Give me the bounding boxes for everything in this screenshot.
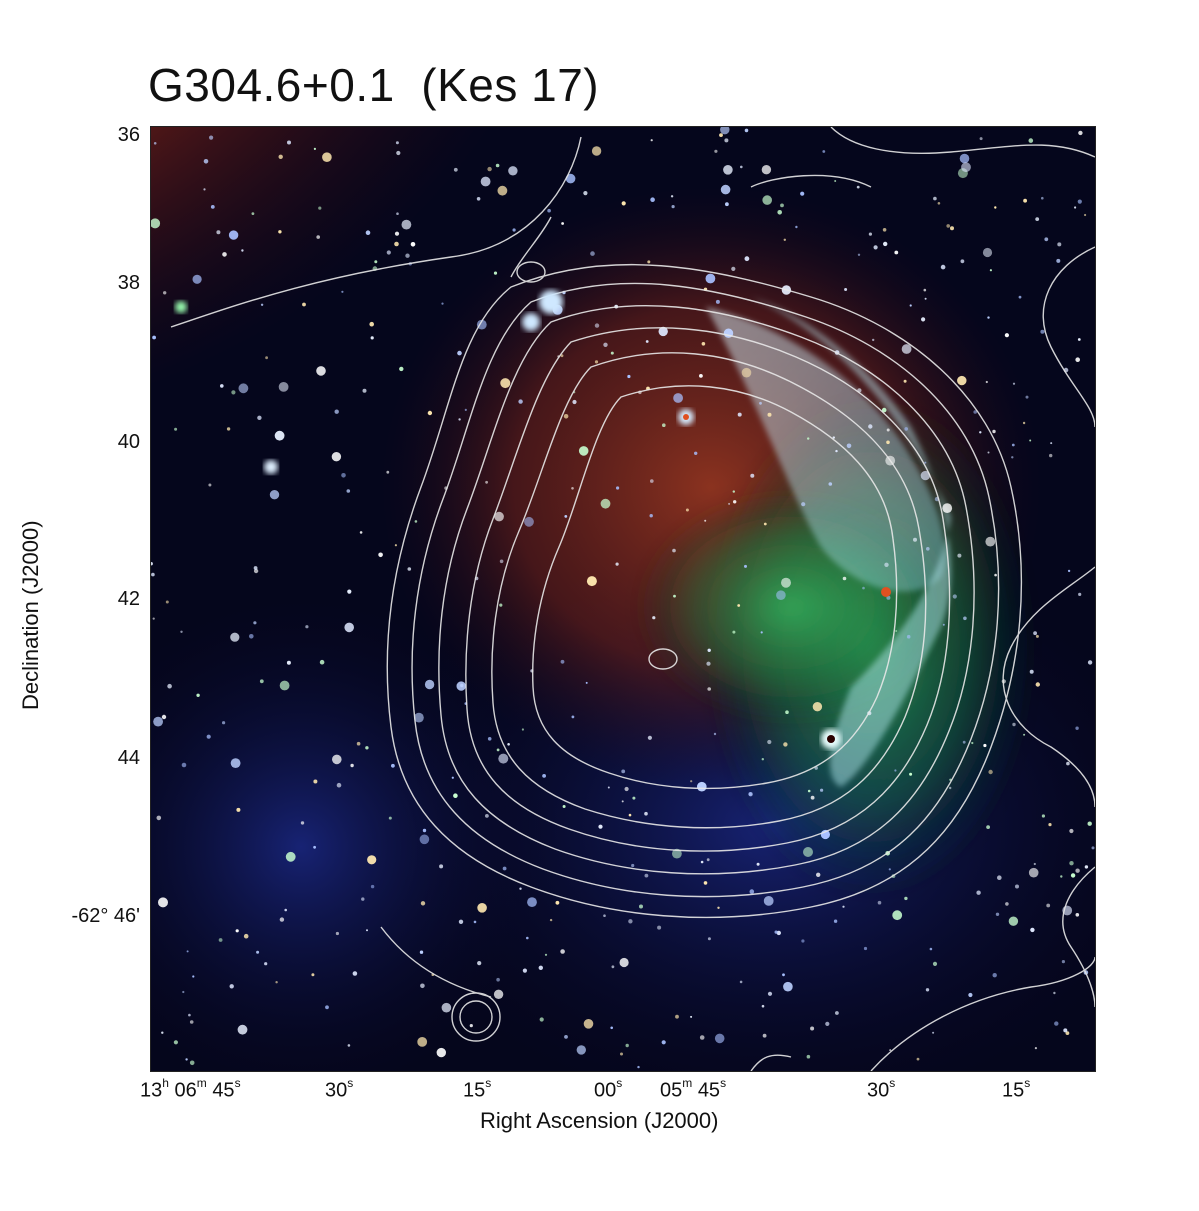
y-tick-label: 44 [117, 747, 140, 769]
cyan-filament [706, 297, 951, 787]
y-tick-label: 40 [117, 431, 140, 453]
sky-image-panel [150, 126, 1096, 1072]
star-field [151, 127, 1095, 1069]
y-tick-label: 38 [117, 272, 140, 294]
sky-image [151, 127, 1095, 1071]
x-tick-label: 15s [463, 1076, 492, 1102]
y-tick-label: 42 [117, 588, 140, 610]
x-tick-label: 00s [594, 1076, 623, 1102]
x-axis-label: Right Ascension (J2000) [480, 1108, 719, 1133]
x-tick-label: 13h 06m 45s [140, 1076, 241, 1102]
bright-stars [175, 290, 891, 749]
y-axis-label: Declination (J2000) [18, 520, 43, 710]
figure-title: G304.6+0.1 (Kes 17) [148, 59, 600, 111]
y-tick-label: -62° 46' [71, 905, 140, 927]
radio-contours [170, 127, 1095, 1071]
x-tick-label: 30s [325, 1076, 354, 1102]
y-tick-label: 36 [117, 124, 140, 146]
x-tick-label: 05m 45s [660, 1076, 727, 1102]
x-tick-label: 30s [867, 1076, 896, 1102]
x-tick-label: 15s [1002, 1076, 1031, 1102]
